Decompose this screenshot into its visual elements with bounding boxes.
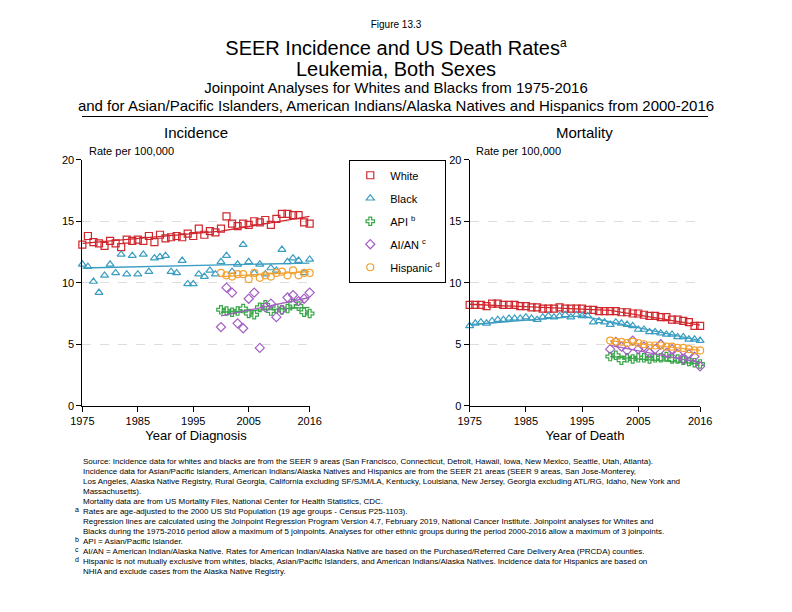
svg-text:API ​b​: API ​b​ bbox=[390, 214, 415, 228]
svg-text:Hispanic ​d​: Hispanic ​d​ bbox=[390, 260, 440, 274]
html-text:API = Asian/Pacific Islander.: API = Asian/Pacific Islander. bbox=[83, 537, 183, 546]
svg-text:1985: 1985 bbox=[514, 415, 538, 427]
svg-text:2005: 2005 bbox=[626, 415, 650, 427]
svg-text:15: 15 bbox=[449, 215, 461, 227]
svg-text:1985: 1985 bbox=[126, 415, 150, 427]
html-text:Leukemia, Both Sexes: Leukemia, Both Sexes bbox=[295, 58, 497, 80]
html-text:c: c bbox=[75, 546, 79, 553]
html-text:SEER Incidence and US Death Ra: SEER Incidence and US Death Ratesa bbox=[225, 36, 567, 59]
html-text:b: b bbox=[75, 536, 79, 543]
svg-text:20: 20 bbox=[449, 154, 461, 166]
html-text:d: d bbox=[75, 556, 79, 563]
html-text:Massachusetts).: Massachusetts). bbox=[83, 487, 142, 496]
html-text:Blacks during the 1975-2016 pe: Blacks during the 1975-2016 period allow… bbox=[83, 527, 665, 536]
svg-text:15: 15 bbox=[62, 215, 74, 227]
svg-text:Black: Black bbox=[390, 193, 417, 205]
svg-text:10: 10 bbox=[62, 277, 74, 289]
html-text:Joinpoint Analyses for Whites: Joinpoint Analyses for Whites and Blacks… bbox=[204, 79, 588, 96]
svg-text:AI/AN ​c​: AI/AN ​c​ bbox=[390, 237, 426, 251]
svg-text:2005: 2005 bbox=[236, 415, 260, 427]
html-text:and for Asian/Pacific Islander: and for Asian/Pacific Islanders, America… bbox=[77, 97, 715, 114]
html-text:Regression lines are calculate: Regression lines are calculated using th… bbox=[83, 517, 654, 526]
svg-text:5: 5 bbox=[68, 338, 74, 350]
svg-text:2016: 2016 bbox=[297, 415, 321, 427]
svg-text:5: 5 bbox=[455, 338, 461, 350]
html-text:NHIA and exclude cases from th: NHIA and exclude cases from the Alaska N… bbox=[83, 567, 286, 576]
html-text:a: a bbox=[75, 506, 79, 513]
html-text:Los Angeles, Alaska Native Reg: Los Angeles, Alaska Native Registry, Rur… bbox=[83, 477, 680, 486]
svg-text:1975: 1975 bbox=[457, 415, 481, 427]
svg-text:2016: 2016 bbox=[688, 415, 712, 427]
svg-text:1975: 1975 bbox=[70, 415, 94, 427]
svg-text:Incidence: Incidence bbox=[164, 124, 228, 141]
svg-text:Year of Death: Year of Death bbox=[545, 428, 624, 443]
svg-text:1995: 1995 bbox=[181, 415, 205, 427]
svg-text:0: 0 bbox=[68, 400, 74, 412]
svg-text:Rate per 100,000: Rate per 100,000 bbox=[89, 145, 174, 157]
html-text:Hispanic is not mutually exclu: Hispanic is not mutually exclusive from … bbox=[83, 557, 648, 566]
svg-text:Rate per 100,000: Rate per 100,000 bbox=[476, 145, 561, 157]
html-text:Mortality data are from US Mor: Mortality data are from US Mortality Fil… bbox=[83, 497, 384, 506]
svg-text:Year of Diagnosis: Year of Diagnosis bbox=[145, 428, 247, 443]
svg-text:1995: 1995 bbox=[570, 415, 594, 427]
svg-text:20: 20 bbox=[62, 154, 74, 166]
svg-text:White: White bbox=[390, 170, 418, 182]
svg-text:10: 10 bbox=[449, 277, 461, 289]
html-text:Incidence data for Asian/Pacif: Incidence data for Asian/Pacific Islande… bbox=[83, 467, 636, 476]
html-text:Rates are age-adjusted to the: Rates are age-adjusted to the 2000 US St… bbox=[83, 507, 408, 516]
svg-text:Mortality: Mortality bbox=[556, 124, 613, 141]
svg-text:0: 0 bbox=[455, 400, 461, 412]
html-text:AI/AN = American Indian/Alaska: AI/AN = American Indian/Alaska Native. R… bbox=[83, 547, 645, 556]
html-text:Figure 13.3: Figure 13.3 bbox=[370, 19, 422, 30]
html-text:Source: Incidence data for whi: Source: Incidence data for whites and bl… bbox=[83, 457, 653, 466]
